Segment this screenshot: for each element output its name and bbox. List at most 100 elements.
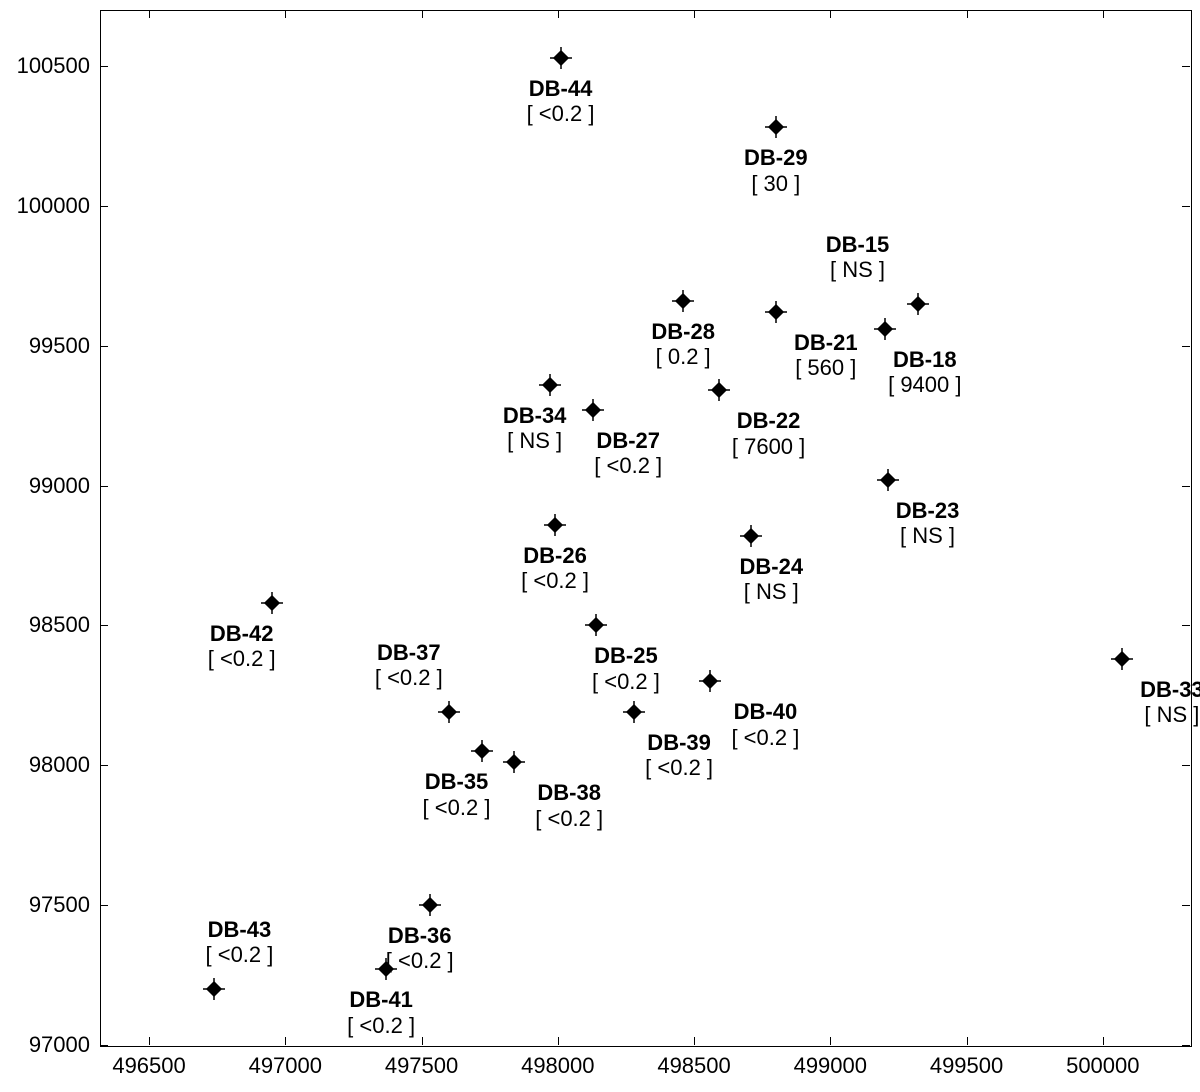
y-tick-mark xyxy=(100,765,108,766)
y-tick-mark xyxy=(100,905,108,906)
point-value: [ <0.2 ] xyxy=(347,1013,415,1038)
point-value: [ <0.2 ] xyxy=(527,101,595,126)
x-tick-mark xyxy=(830,1037,831,1045)
point-value: [ <0.2 ] xyxy=(208,646,276,671)
point-value: [ NS ] xyxy=(1140,702,1200,727)
data-point-label: DB-23[ NS ] xyxy=(896,498,960,549)
data-point-label: DB-42[ <0.2 ] xyxy=(208,621,276,672)
point-id: DB-34 xyxy=(503,403,567,428)
point-value: [ <0.2 ] xyxy=(731,725,799,750)
point-value: [ <0.2 ] xyxy=(535,806,603,831)
y-tick-mark xyxy=(100,66,108,67)
data-point-label: DB-15[ NS ] xyxy=(826,232,890,283)
point-value: [ 560 ] xyxy=(794,355,858,380)
x-tick-mark xyxy=(422,1037,423,1045)
point-value: [ <0.2 ] xyxy=(386,948,454,973)
y-tick-mark xyxy=(1182,206,1190,207)
x-tick-mark xyxy=(694,10,695,18)
y-tick-mark xyxy=(1182,765,1190,766)
point-value: [ <0.2 ] xyxy=(423,795,491,820)
point-id: DB-35 xyxy=(423,769,491,794)
point-value: [ 30 ] xyxy=(744,171,808,196)
x-tick-label: 499500 xyxy=(930,1053,1003,1079)
data-point-label: DB-21[ 560 ] xyxy=(794,330,858,381)
data-point-label: DB-18[ 9400 ] xyxy=(888,347,961,398)
y-tick-mark xyxy=(1182,625,1190,626)
y-tick-mark xyxy=(100,625,108,626)
data-point-label: DB-39[ <0.2 ] xyxy=(645,730,713,781)
x-tick-mark xyxy=(558,10,559,18)
data-point-label: DB-36[ <0.2 ] xyxy=(386,923,454,974)
data-point-label: DB-34[ NS ] xyxy=(503,403,567,454)
y-tick-label: 99000 xyxy=(0,473,90,499)
x-tick-label: 500000 xyxy=(1066,1053,1139,1079)
point-value: [ 0.2 ] xyxy=(651,344,715,369)
point-value: [ <0.2 ] xyxy=(645,755,713,780)
point-id: DB-25 xyxy=(592,643,660,668)
x-tick-mark xyxy=(830,10,831,18)
point-id: DB-40 xyxy=(731,699,799,724)
y-tick-mark xyxy=(100,206,108,207)
data-point-label: DB-22[ 7600 ] xyxy=(732,408,805,459)
x-tick-mark xyxy=(422,10,423,18)
y-tick-mark xyxy=(1182,346,1190,347)
point-id: DB-23 xyxy=(896,498,960,523)
y-tick-mark xyxy=(1182,66,1190,67)
y-tick-label: 98500 xyxy=(0,612,90,638)
data-point-label: DB-35[ <0.2 ] xyxy=(423,769,491,820)
x-tick-label: 499000 xyxy=(794,1053,867,1079)
x-tick-mark xyxy=(1103,10,1104,18)
point-id: DB-15 xyxy=(826,232,890,257)
x-tick-mark xyxy=(558,1037,559,1045)
point-id: DB-37 xyxy=(375,640,443,665)
y-tick-mark xyxy=(1182,486,1190,487)
y-tick-mark xyxy=(100,346,108,347)
point-id: DB-44 xyxy=(527,76,595,101)
y-tick-label: 100500 xyxy=(0,53,90,79)
point-id: DB-27 xyxy=(594,428,662,453)
point-id: DB-43 xyxy=(205,917,273,942)
x-tick-label: 497500 xyxy=(385,1053,458,1079)
data-point-label: DB-43[ <0.2 ] xyxy=(205,917,273,968)
data-point-label: DB-40[ <0.2 ] xyxy=(731,699,799,750)
point-id: DB-33 xyxy=(1140,677,1200,702)
data-point-label: DB-28[ 0.2 ] xyxy=(651,319,715,370)
point-id: DB-21 xyxy=(794,330,858,355)
point-id: DB-38 xyxy=(535,780,603,805)
point-id: DB-24 xyxy=(739,554,803,579)
point-id: DB-39 xyxy=(645,730,713,755)
point-value: [ <0.2 ] xyxy=(592,669,660,694)
x-tick-mark xyxy=(149,1037,150,1045)
x-tick-mark xyxy=(967,10,968,18)
data-point-label: DB-37[ <0.2 ] xyxy=(375,640,443,691)
data-point-label: DB-29[ 30 ] xyxy=(744,145,808,196)
point-id: DB-28 xyxy=(651,319,715,344)
point-value: [ NS ] xyxy=(826,257,890,282)
x-tick-mark xyxy=(285,10,286,18)
y-tick-label: 99500 xyxy=(0,333,90,359)
point-id: DB-42 xyxy=(208,621,276,646)
point-value: [ 7600 ] xyxy=(732,434,805,459)
point-id: DB-26 xyxy=(521,543,589,568)
point-value: [ 9400 ] xyxy=(888,372,961,397)
data-point-label: DB-25[ <0.2 ] xyxy=(592,643,660,694)
point-id: DB-36 xyxy=(386,923,454,948)
x-tick-label: 498000 xyxy=(521,1053,594,1079)
x-tick-label: 496500 xyxy=(112,1053,185,1079)
data-point-label: DB-26[ <0.2 ] xyxy=(521,543,589,594)
plot-area xyxy=(100,10,1192,1047)
x-tick-label: 497000 xyxy=(249,1053,322,1079)
scatter-chart: 496500 497000 497500 498000 498500 499000 4995… xyxy=(0,0,1200,1092)
y-tick-mark xyxy=(100,486,108,487)
data-point-label: DB-27[ <0.2 ] xyxy=(594,428,662,479)
point-id: DB-18 xyxy=(888,347,961,372)
y-tick-label: 98000 xyxy=(0,752,90,778)
point-value: [ <0.2 ] xyxy=(375,665,443,690)
y-tick-label: 97000 xyxy=(0,1032,90,1058)
y-tick-label: 100000 xyxy=(0,193,90,219)
data-point-label: DB-44[ <0.2 ] xyxy=(527,76,595,127)
point-value: [ <0.2 ] xyxy=(205,942,273,967)
x-tick-label: 498500 xyxy=(657,1053,730,1079)
point-value: [ <0.2 ] xyxy=(521,568,589,593)
x-tick-mark xyxy=(149,10,150,18)
